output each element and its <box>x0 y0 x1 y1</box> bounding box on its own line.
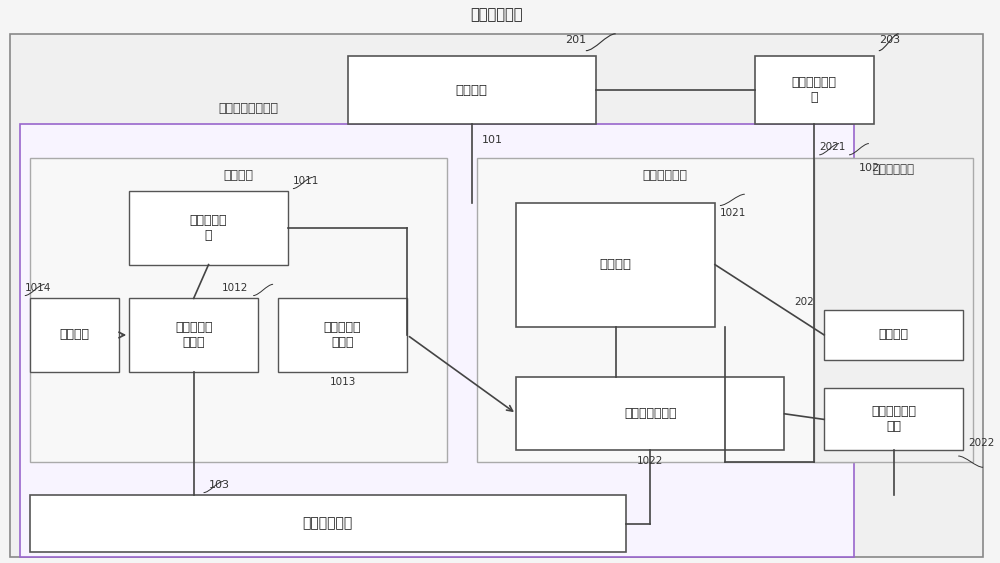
FancyBboxPatch shape <box>477 158 854 462</box>
FancyBboxPatch shape <box>30 298 119 372</box>
Text: 2021: 2021 <box>819 142 846 152</box>
Text: 102: 102 <box>859 163 880 173</box>
Text: 输入装置: 输入装置 <box>59 328 89 342</box>
FancyBboxPatch shape <box>129 298 258 372</box>
Text: 101: 101 <box>482 135 503 145</box>
Text: 1012: 1012 <box>222 283 248 293</box>
Text: 控制信息发
送单元: 控制信息发 送单元 <box>324 321 361 349</box>
Text: 中控模块: 中控模块 <box>223 169 253 182</box>
FancyBboxPatch shape <box>30 158 447 462</box>
Text: 柔性充电控制系统: 柔性充电控制系统 <box>218 102 278 115</box>
Text: 开关阵列: 开关阵列 <box>600 258 632 271</box>
FancyBboxPatch shape <box>824 388 963 450</box>
Text: 103: 103 <box>209 480 230 490</box>
Text: 充电机组: 充电机组 <box>456 83 488 97</box>
FancyBboxPatch shape <box>20 124 854 557</box>
Text: 柔性配置模块: 柔性配置模块 <box>643 169 688 182</box>
FancyBboxPatch shape <box>129 191 288 265</box>
Text: 202: 202 <box>795 297 814 307</box>
Text: 充电信息采集
接口: 充电信息采集 接口 <box>871 405 916 434</box>
Text: 充电接口: 充电接口 <box>879 328 909 342</box>
Text: 1021: 1021 <box>720 208 746 218</box>
Text: 201: 201 <box>565 35 586 45</box>
FancyBboxPatch shape <box>10 34 983 557</box>
FancyBboxPatch shape <box>30 495 626 552</box>
Text: 1011: 1011 <box>293 176 319 186</box>
Text: 203: 203 <box>879 35 900 45</box>
FancyBboxPatch shape <box>516 203 715 327</box>
FancyBboxPatch shape <box>516 377 784 450</box>
Text: 1014: 1014 <box>25 283 51 293</box>
FancyBboxPatch shape <box>348 56 596 124</box>
Text: 2022: 2022 <box>968 437 995 448</box>
Text: 1022: 1022 <box>637 456 664 466</box>
Text: 充电口接插件: 充电口接插件 <box>873 163 915 176</box>
Text: 信息处理单
元: 信息处理单 元 <box>190 214 227 242</box>
FancyBboxPatch shape <box>814 158 973 462</box>
Text: 需求信息接
收单元: 需求信息接 收单元 <box>175 321 212 349</box>
FancyBboxPatch shape <box>755 56 874 124</box>
Text: 柔性充电系统: 柔性充电系统 <box>470 7 523 23</box>
FancyBboxPatch shape <box>278 298 407 372</box>
Text: 1013: 1013 <box>329 377 356 387</box>
Text: 充电机供电单
元: 充电机供电单 元 <box>792 76 837 104</box>
Text: 开关阵列控制器: 开关阵列控制器 <box>624 407 677 421</box>
Text: 充电控制模块: 充电控制模块 <box>303 517 353 530</box>
FancyBboxPatch shape <box>824 310 963 360</box>
